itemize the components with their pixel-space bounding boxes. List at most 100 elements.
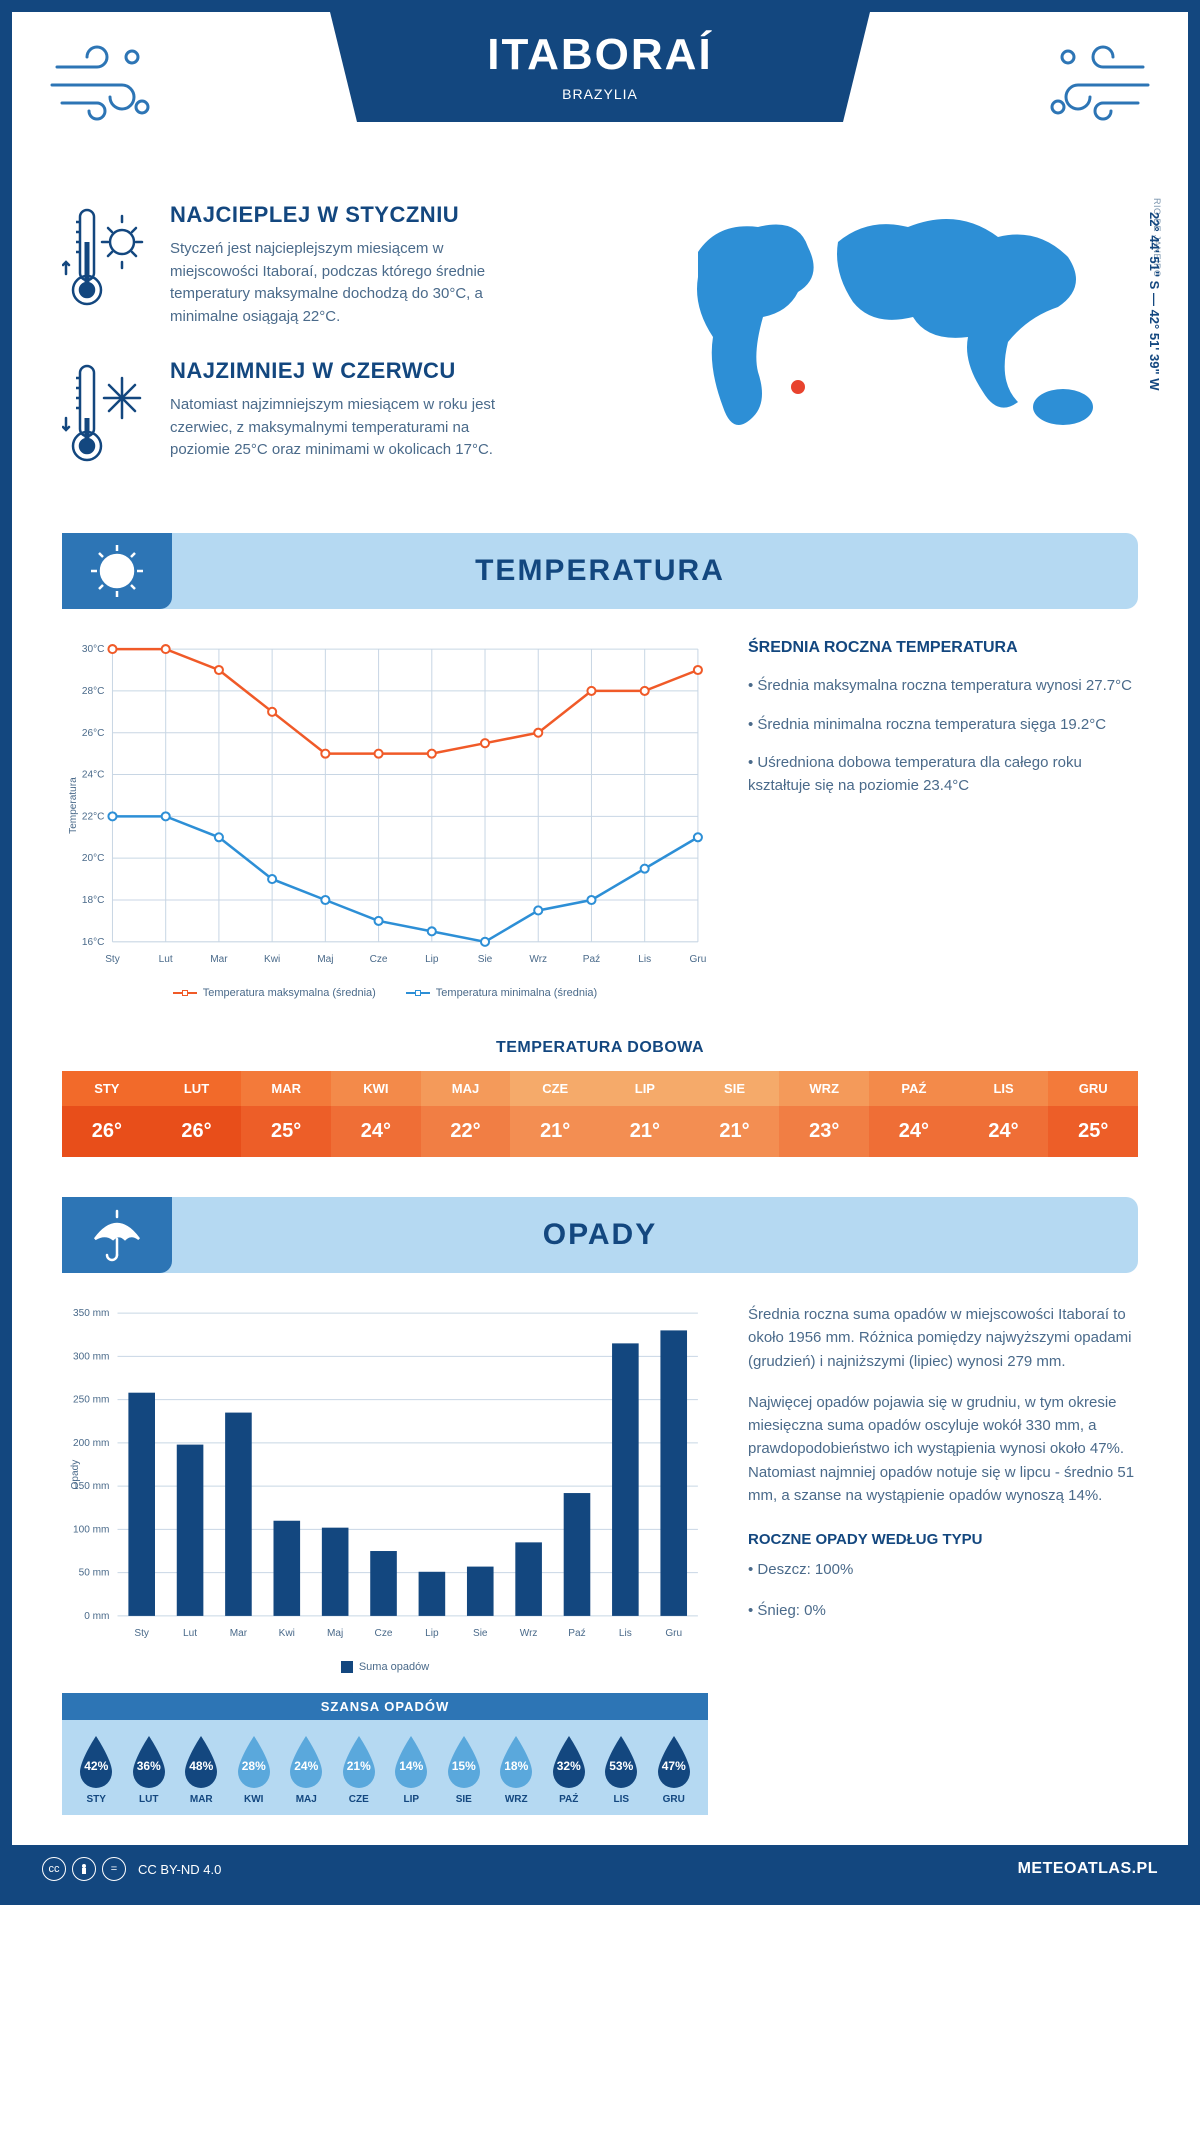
daily-value: 21° [690, 1106, 780, 1157]
license-text: CC BY-ND 4.0 [138, 1862, 221, 1877]
drop-icon: 48% [179, 1734, 223, 1788]
country-name: BRAZYLIA [330, 86, 870, 102]
chance-item: 18% WRZ [494, 1734, 538, 1805]
daily-value: 24° [959, 1106, 1049, 1157]
hottest-block: NAJCIEPLEJ W STYCZNIU Styczeń jest najci… [62, 202, 618, 328]
intro-section: NAJCIEPLEJ W STYCZNIU Styczeń jest najci… [12, 182, 1188, 533]
by-icon [72, 1857, 96, 1881]
chance-item: 28% KWI [232, 1734, 276, 1805]
svg-text:Opady: Opady [70, 1459, 81, 1490]
svg-text:Maj: Maj [317, 954, 333, 965]
svg-text:Wrz: Wrz [520, 1628, 538, 1639]
svg-text:Sie: Sie [473, 1628, 488, 1639]
nd-icon: = [102, 1857, 126, 1881]
svg-text:Gru: Gru [665, 1628, 682, 1639]
chance-item: 53% LIS [599, 1734, 643, 1805]
svg-text:Lut: Lut [159, 954, 173, 965]
daily-value: 24° [869, 1106, 959, 1157]
drop-icon: 28% [232, 1734, 276, 1788]
hottest-title: NAJCIEPLEJ W STYCZNIU [170, 202, 530, 228]
svg-text:Wrz: Wrz [529, 954, 547, 965]
daily-month: SIE [690, 1071, 780, 1106]
temperature-header: TEMPERATURA [62, 533, 1138, 609]
drop-icon: 14% [389, 1734, 433, 1788]
drop-icon: 42% [74, 1734, 118, 1788]
daily-month: LUT [152, 1071, 242, 1106]
daily-month: STY [62, 1071, 152, 1106]
svg-text:16°C: 16°C [82, 937, 105, 948]
legend-min: Temperatura minimalna (średnia) [406, 987, 597, 999]
daily-month: KWI [331, 1071, 421, 1106]
coldest-block: NAJZIMNIEJ W CZERWCU Natomiast najzimnie… [62, 358, 618, 473]
chance-item: 24% MAJ [284, 1734, 328, 1805]
precipitation-title: OPADY [172, 1218, 1028, 1252]
title-banner: ITABORAÍ BRAZYLIA [330, 12, 870, 122]
cc-icon: cc [42, 1857, 66, 1881]
daily-value: 24° [331, 1106, 421, 1157]
daily-month: WRZ [779, 1071, 869, 1106]
header: ITABORAÍ BRAZYLIA [12, 12, 1188, 182]
daily-value: 25° [1048, 1106, 1138, 1157]
drop-icon: 47% [652, 1734, 696, 1788]
drop-icon: 21% [337, 1734, 381, 1788]
chance-item: 32% PAŹ [547, 1734, 591, 1805]
drop-icon: 32% [547, 1734, 591, 1788]
drop-icon: 24% [284, 1734, 328, 1788]
city-name: ITABORAÍ [330, 30, 870, 80]
svg-text:Lip: Lip [425, 1628, 439, 1639]
drop-icon: 36% [127, 1734, 171, 1788]
svg-text:18°C: 18°C [82, 895, 105, 906]
daily-month: MAR [241, 1071, 331, 1106]
daily-value: 26° [62, 1106, 152, 1157]
daily-month: LIS [959, 1071, 1049, 1106]
coldest-title: NAJZIMNIEJ W CZERWCU [170, 358, 530, 384]
precipitation-info: Średnia roczna suma opadów w miejscowośc… [748, 1303, 1138, 1815]
drop-icon: 18% [494, 1734, 538, 1788]
chance-item: 47% GRU [652, 1734, 696, 1805]
chance-item: 21% CZE [337, 1734, 381, 1805]
svg-text:30°C: 30°C [82, 644, 105, 655]
hottest-text: Styczeń jest najcieplejszym miesiącem w … [170, 238, 530, 328]
precip-type-title: ROCZNE OPADY WEDŁUG TYPU [748, 1531, 1138, 1548]
precipitation-chance-panel: SZANSA OPADÓW 42% STY 36% LUT 48% MAR 28… [62, 1693, 708, 1815]
daily-value: 25° [241, 1106, 331, 1157]
svg-text:Cze: Cze [370, 954, 388, 965]
temperature-title: TEMPERATURA [172, 554, 1028, 588]
daily-month: PAŹ [869, 1071, 959, 1106]
chance-item: 42% STY [74, 1734, 118, 1805]
daily-month: MAJ [421, 1071, 511, 1106]
svg-text:22°C: 22°C [82, 811, 105, 822]
svg-text:300 mm: 300 mm [73, 1351, 109, 1362]
svg-text:250 mm: 250 mm [73, 1395, 109, 1406]
wind-icon [1033, 37, 1153, 132]
svg-text:0 mm: 0 mm [84, 1611, 109, 1622]
svg-text:Kwi: Kwi [279, 1628, 295, 1639]
precipitation-bar-chart: 0 mm50 mm100 mm150 mm200 mm250 mm300 mm3… [62, 1303, 708, 1673]
temperature-info: ŚREDNIA ROCZNA TEMPERATURA • Średnia mak… [748, 639, 1138, 999]
svg-text:Gru: Gru [690, 954, 707, 965]
svg-text:50 mm: 50 mm [79, 1568, 110, 1579]
chance-item: 14% LIP [389, 1734, 433, 1805]
daily-value: 22° [421, 1106, 511, 1157]
svg-text:Cze: Cze [375, 1628, 393, 1639]
temperature-line-chart: 16°C18°C20°C22°C24°C26°C28°C30°CStyLutMa… [62, 639, 708, 999]
svg-text:Kwi: Kwi [264, 954, 280, 965]
coldest-text: Natomiast najzimniejszym miesiącem w rok… [170, 394, 530, 462]
svg-text:100 mm: 100 mm [73, 1525, 109, 1536]
daily-temp-title: TEMPERATURA DOBOWA [12, 1039, 1188, 1057]
precipitation-header: OPADY [62, 1197, 1138, 1273]
legend-precip: Suma opadów [341, 1661, 429, 1673]
svg-text:Lis: Lis [619, 1628, 632, 1639]
daily-month: LIP [600, 1071, 690, 1106]
daily-month: CZE [510, 1071, 600, 1106]
svg-text:Temperatura: Temperatura [68, 777, 79, 834]
svg-text:200 mm: 200 mm [73, 1438, 109, 1449]
daily-value: 23° [779, 1106, 869, 1157]
world-map-icon [658, 202, 1138, 467]
svg-text:Maj: Maj [327, 1628, 343, 1639]
svg-text:Lis: Lis [638, 954, 651, 965]
daily-value: 21° [510, 1106, 600, 1157]
umbrella-icon [62, 1197, 172, 1273]
legend-max: Temperatura maksymalna (średnia) [173, 987, 376, 999]
brand-text: METEOATLAS.PL [1018, 1860, 1158, 1878]
